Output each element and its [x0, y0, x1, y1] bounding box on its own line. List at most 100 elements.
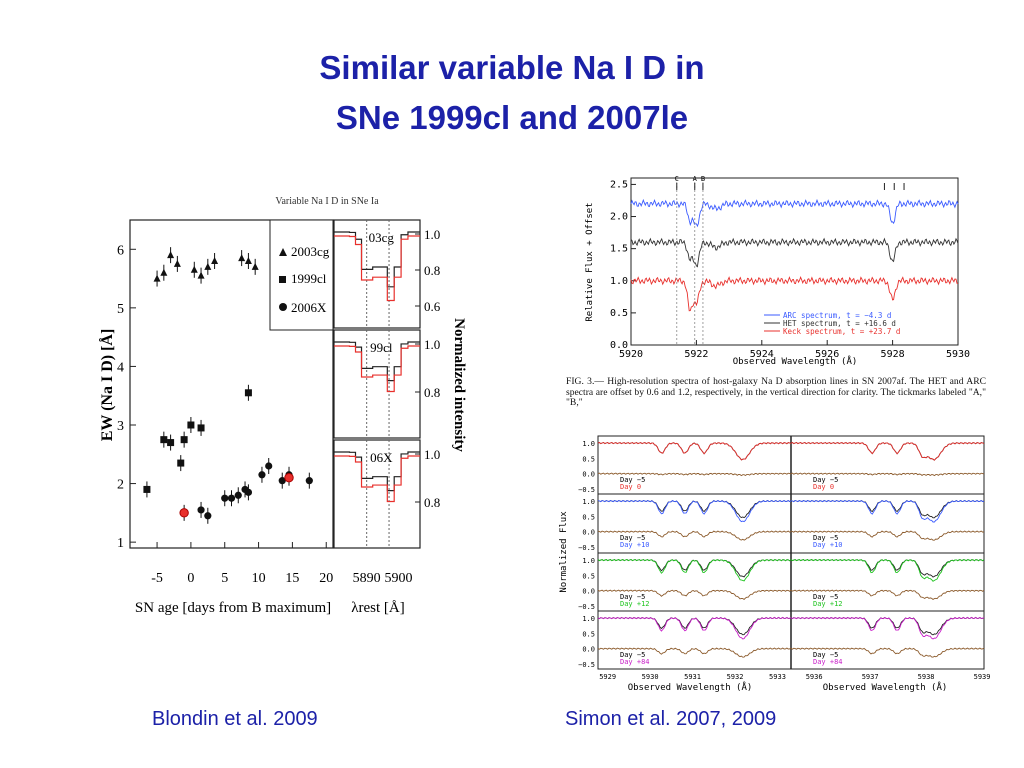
simon-2007-figure: 5920 5922 5924 5926 5928 5930 0.0 0.5 1.0 1.5 2.0 2… — [566, 175, 986, 408]
br-legend-day-minus5: Day −5 — [813, 651, 838, 659]
ew-point-2006X — [234, 491, 242, 499]
br-legend-later: Day +10 — [813, 541, 843, 549]
br-spectrum-later — [790, 616, 985, 640]
side-spectrum-red — [334, 345, 420, 393]
tr-y-tick-label: 1.5 — [610, 244, 628, 255]
ew-point-2006X — [278, 477, 286, 485]
tr-x-tick-label: 5928 — [881, 349, 905, 360]
ew-data-points — [143, 247, 313, 524]
side-spectrum-black — [334, 451, 420, 492]
br-x-tick-label-left: 5933 — [769, 673, 786, 681]
ew-point-1999cl — [167, 439, 175, 447]
caption-simon: Simon et al. 2007, 2009 — [565, 708, 777, 730]
tr-y-tick-label: 0.0 — [610, 340, 628, 351]
ew-legend: 2003cg 1999cl 2006X — [269, 219, 334, 331]
br-spectrum-day-minus5 — [597, 441, 792, 461]
legend-square-marker — [279, 276, 286, 283]
side-y-axis-label: Normalized intensity — [451, 318, 467, 452]
ew-point-highlight — [179, 508, 189, 518]
tr-x-tick-label: 5922 — [684, 349, 708, 360]
ew-point-2006X — [197, 506, 205, 514]
ew-y-tick-label: 1 — [117, 536, 124, 551]
tr-axis-ticks: 5920 5922 5924 5926 5928 5930 0.0 0.5 1.0 1.5 2.0 2… — [610, 179, 970, 360]
br-x-tick-label-left: 5932 — [727, 673, 744, 681]
br-legend-later: Day 0 — [813, 483, 834, 491]
tr-tickmark-label: A — [693, 175, 698, 183]
side-y-tick-label: 0.8 — [424, 263, 440, 278]
ew-point-2003cg — [167, 251, 175, 259]
ew-x-tick-label: 10 — [252, 571, 266, 586]
br-y-tick-label: −0.5 — [578, 603, 595, 611]
legend-2003cg: 2003cg — [291, 244, 330, 259]
br-y-tick-label: 1.0 — [582, 440, 595, 448]
blondin-figure: Variable Na I D in SNe Ia -5 0 5 10 15 20 1 2 3 4… — [98, 196, 467, 616]
blondin-title: Variable Na I D in SNe Ia — [275, 196, 379, 207]
br-x-axis-label-right: Observed Wavelength (Å) — [823, 681, 948, 693]
side-spectrum-red — [334, 455, 420, 503]
ew-point-2006X — [221, 494, 229, 502]
ew-x-tick-label: 20 — [319, 571, 333, 586]
br-legend-later: Day +12 — [620, 600, 650, 608]
ew-point-2003cg — [160, 268, 168, 276]
br-x-tick-label-right: 5939 — [974, 673, 991, 681]
tr-figure-caption: FIG. 3.— High-resolution spectra of host… — [566, 377, 986, 408]
tr-x-tick-label: 5926 — [815, 349, 839, 360]
br-spectrum-later — [597, 616, 792, 640]
ew-point-2006X — [227, 494, 236, 502]
ew-point-2003cg — [153, 274, 161, 282]
br-residual — [790, 589, 985, 601]
br-x-tick-label-left: 5930 — [642, 673, 659, 681]
tr-plot-frame — [630, 177, 959, 346]
side-spectrum-red — [334, 235, 420, 302]
tr-caption-box: FIG. 3.— High-resolution spectra of host… — [566, 377, 986, 408]
br-legend-later: Day +12 — [813, 600, 843, 608]
br-y-tick-label: 0.5 — [582, 572, 595, 580]
br-spectrum-day-minus5 — [597, 558, 792, 578]
br-x-tick-label-left: 5929 — [599, 673, 616, 681]
side-x-tick-label: 5900 — [385, 571, 413, 586]
ew-x-tick-label: 0 — [187, 571, 194, 586]
side-y-tick-label: 0.6 — [424, 299, 441, 314]
ew-legend-box — [269, 219, 334, 331]
side-x-tick-label: 5890 — [353, 571, 381, 586]
br-x-tick-label-right: 5937 — [862, 673, 879, 681]
br-spectrum-day-minus5 — [597, 499, 792, 519]
br-residual — [597, 472, 792, 477]
ew-y-tick-label: 2 — [117, 478, 124, 493]
br-y-tick-label: 1.0 — [582, 557, 595, 565]
side-y-tick-label: 1.0 — [424, 227, 440, 242]
ew-point-2006X — [244, 488, 253, 496]
ew-y-tick-label: 3 — [117, 419, 124, 434]
side-panel-label: 03cg — [369, 230, 395, 245]
br-legend-later: Day +10 — [620, 541, 650, 549]
ew-point-2003cg — [244, 257, 252, 264]
ew-point-1999cl — [143, 485, 151, 493]
br-y-tick-label: 0.0 — [582, 529, 595, 537]
br-spectrum-later — [790, 441, 985, 461]
br-legend-later: Day +84 — [813, 658, 843, 666]
br-y-tick-label: 0.0 — [582, 646, 595, 654]
br-spectrum-later — [597, 499, 792, 523]
br-y-tick-label: −0.5 — [578, 544, 595, 552]
br-y-tick-label: 1.0 — [582, 498, 595, 506]
br-spectrum-later — [597, 558, 792, 582]
tr-y-tick-label: 0.5 — [610, 308, 628, 319]
ew-point-2006X — [305, 477, 313, 485]
br-x-tick-label-right: 5936 — [806, 673, 823, 681]
side-x-axis-label: λrest [Å] — [351, 600, 405, 616]
ew-point-2003cg — [190, 265, 198, 273]
br-y-axis-label: Normalized Flux — [559, 511, 569, 593]
br-residual — [597, 589, 792, 600]
br-legend-day-minus5: Day −5 — [813, 534, 838, 542]
ew-point-1999cl — [244, 389, 252, 397]
tr-y-tick-label: 2.0 — [610, 212, 628, 223]
ew-point-1999cl — [160, 436, 168, 444]
side-panel-frame — [333, 329, 421, 439]
br-spectrum-day-minus5 — [790, 499, 985, 519]
br-legend-day-minus5: Day −5 — [813, 593, 838, 601]
ew-point-1999cl — [177, 459, 185, 467]
caption-blondin: Blondin et al. 2009 — [152, 708, 318, 730]
